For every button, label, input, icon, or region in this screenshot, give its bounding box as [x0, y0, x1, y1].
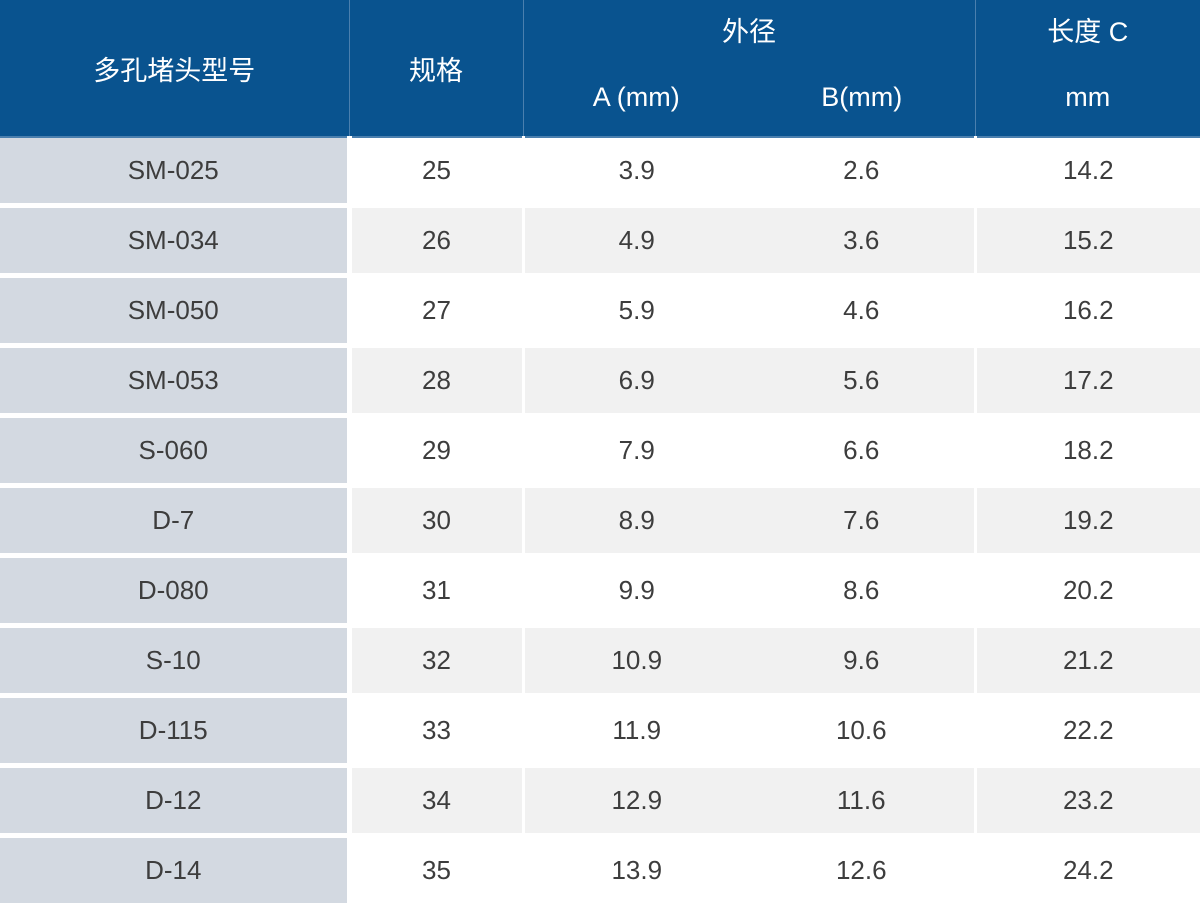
cell-b: 3.6 — [749, 203, 975, 276]
cell-c: 20.2 — [973, 553, 1200, 626]
header-a-mm: A (mm) — [522, 58, 749, 138]
cell-model: SM-050 — [0, 273, 349, 346]
header-spec: 规格 — [348, 0, 523, 138]
cell-b: 8.6 — [749, 553, 975, 626]
cell-a: 10.9 — [521, 623, 749, 696]
cell-b: 6.6 — [749, 413, 975, 486]
cell-b: 12.6 — [749, 833, 975, 903]
table-row: SM-050 27 5.9 4.6 16.2 — [0, 273, 1200, 346]
cell-spec: 35 — [346, 833, 523, 903]
cell-spec: 26 — [346, 203, 523, 276]
table-row: S-10 32 10.9 9.6 21.2 — [0, 623, 1200, 696]
header-length-c-unit: mm — [974, 58, 1200, 138]
cell-model: S-10 — [0, 623, 349, 696]
cell-spec: 29 — [346, 413, 523, 486]
cell-a: 9.9 — [521, 553, 749, 626]
cell-a: 5.9 — [521, 273, 749, 346]
cell-model: SM-025 — [0, 137, 349, 206]
cell-b: 10.6 — [749, 693, 975, 766]
cell-b: 9.6 — [749, 623, 975, 696]
header-row-sub: A (mm) B(mm) mm — [0, 58, 1200, 138]
cell-model: D-14 — [0, 833, 349, 903]
cell-a: 8.9 — [521, 483, 749, 556]
header-b-mm: B(mm) — [749, 58, 975, 138]
cell-model: SM-053 — [0, 343, 349, 416]
cell-c: 19.2 — [973, 483, 1200, 556]
cell-c: 15.2 — [973, 203, 1200, 276]
header-outer-diameter-group: 外径 — [522, 0, 975, 58]
table-row: SM-053 28 6.9 5.6 17.2 — [0, 343, 1200, 416]
cell-spec: 31 — [346, 553, 523, 626]
cell-a: 6.9 — [521, 343, 749, 416]
header-row-top: 多孔堵头型号 规格 外径 长度 C — [0, 0, 1200, 138]
cell-a: 3.9 — [521, 137, 749, 206]
cell-c: 21.2 — [973, 623, 1200, 696]
cell-b: 7.6 — [749, 483, 975, 556]
cell-a: 4.9 — [521, 203, 749, 276]
header-length-c: 长度 C — [974, 0, 1200, 58]
table-row: D-080 31 9.9 8.6 20.2 — [0, 553, 1200, 626]
cell-c: 18.2 — [973, 413, 1200, 486]
cell-spec: 25 — [346, 137, 523, 206]
cell-b: 5.6 — [749, 343, 975, 416]
cell-b: 4.6 — [749, 273, 975, 346]
table-row: D-115 33 11.9 10.6 22.2 — [0, 693, 1200, 766]
table-header: 多孔堵头型号 规格 外径 长度 C A (mm) B(mm) mm — [0, 0, 1200, 138]
table-row: S-060 29 7.9 6.6 18.2 — [0, 413, 1200, 486]
cell-a: 12.9 — [521, 763, 749, 836]
cell-c: 23.2 — [973, 763, 1200, 836]
cell-spec: 32 — [346, 623, 523, 696]
table-body: SM-025 25 3.9 2.6 14.2 SM-034 26 4.9 3.6 15.2 SM-0… — [0, 137, 1200, 903]
header-model: 多孔堵头型号 — [0, 0, 349, 138]
cell-spec: 27 — [346, 273, 523, 346]
cell-a: 7.9 — [521, 413, 749, 486]
cell-a: 13.9 — [521, 833, 749, 903]
table-row: D-14 35 13.9 12.6 24.2 — [0, 833, 1200, 903]
cell-model: D-12 — [0, 763, 349, 836]
table-row: D-12 34 12.9 11.6 23.2 — [0, 763, 1200, 836]
table-row: D-7 30 8.9 7.6 19.2 — [0, 483, 1200, 556]
cell-a: 11.9 — [521, 693, 749, 766]
cell-c: 24.2 — [973, 833, 1200, 903]
cell-model: D-7 — [0, 483, 349, 556]
cell-spec: 33 — [346, 693, 523, 766]
cell-b: 2.6 — [749, 137, 975, 206]
cell-spec: 30 — [346, 483, 523, 556]
cell-spec: 28 — [346, 343, 523, 416]
table-row: SM-034 26 4.9 3.6 15.2 — [0, 203, 1200, 276]
cell-c: 14.2 — [973, 137, 1200, 206]
cell-spec: 34 — [346, 763, 523, 836]
cell-model: SM-034 — [0, 203, 349, 276]
cell-model: D-080 — [0, 553, 349, 626]
cell-b: 11.6 — [749, 763, 975, 836]
cell-c: 22.2 — [973, 693, 1200, 766]
cell-model: D-115 — [0, 693, 349, 766]
cell-c: 17.2 — [973, 343, 1200, 416]
cell-model: S-060 — [0, 413, 349, 486]
cell-c: 16.2 — [973, 273, 1200, 346]
table-row: SM-025 25 3.9 2.6 14.2 — [0, 137, 1200, 206]
